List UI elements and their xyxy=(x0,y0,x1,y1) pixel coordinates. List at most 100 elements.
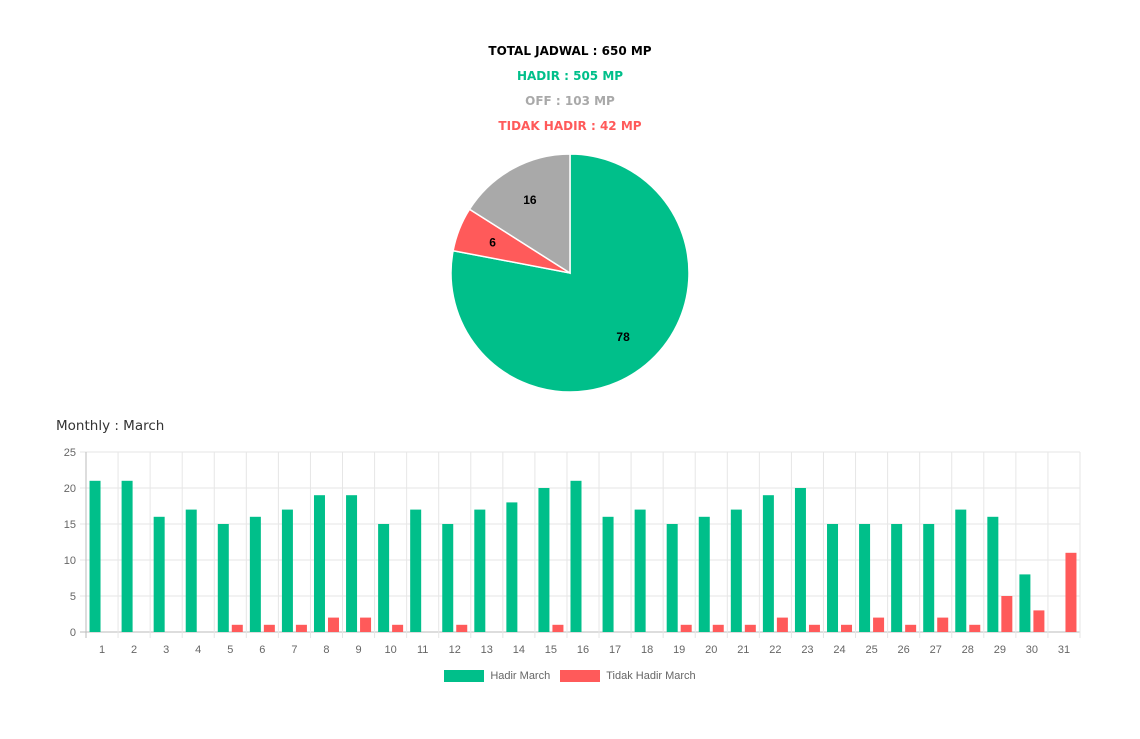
bar-tidak-hadir[interactable] xyxy=(231,624,243,632)
bar-hadir[interactable] xyxy=(281,509,293,632)
bar-hadir[interactable] xyxy=(987,516,999,632)
bar-tidak-hadir[interactable] xyxy=(808,624,820,632)
bar-hadir[interactable] xyxy=(442,524,454,632)
bar-tidak-hadir[interactable] xyxy=(327,617,339,632)
pie-slice-off[interactable] xyxy=(468,153,571,275)
bar-hadir[interactable] xyxy=(217,524,229,632)
bar-hadir[interactable] xyxy=(121,480,133,632)
summary-hadir: HADIR : 505 MP xyxy=(516,69,624,83)
bar-tidak-hadir[interactable] xyxy=(937,617,949,632)
bar-hadir[interactable] xyxy=(570,480,582,632)
bar-hadir[interactable] xyxy=(346,495,358,632)
bar-hadir[interactable] xyxy=(378,524,390,632)
bar-hadir[interactable] xyxy=(506,502,518,632)
bar-tidak-hadir[interactable] xyxy=(392,624,404,632)
legend-swatch-tidak-hadir xyxy=(560,670,601,682)
bar-tidak-hadir[interactable] xyxy=(873,617,885,632)
x-tick-label: 28 xyxy=(962,644,974,656)
y-tick-label: 10 xyxy=(64,555,76,567)
pie-label-hadir: 78 xyxy=(616,330,630,344)
bar-hadir[interactable] xyxy=(602,516,614,632)
bar-hadir[interactable] xyxy=(762,495,774,632)
bar-tidak-hadir[interactable] xyxy=(1033,610,1045,632)
bar-hadir[interactable] xyxy=(185,509,197,632)
bar-tidak-hadir[interactable] xyxy=(552,624,564,632)
x-tick-label: 6 xyxy=(259,644,265,656)
pie-label-off: 16 xyxy=(523,193,537,207)
bar-tidak-hadir[interactable] xyxy=(295,624,307,632)
x-tick-label: 9 xyxy=(355,644,361,656)
bar-hadir[interactable] xyxy=(730,509,742,632)
x-tick-label: 7 xyxy=(291,644,297,656)
pie-label-tidak-hadir: 6 xyxy=(489,235,496,249)
x-tick-label: 13 xyxy=(481,644,493,656)
bar-tidak-hadir[interactable] xyxy=(744,624,756,632)
legend-label-hadir: Hadir March xyxy=(490,670,551,682)
bar-tidak-hadir[interactable] xyxy=(969,624,981,632)
x-tick-label: 21 xyxy=(737,644,749,656)
bar-hadir[interactable] xyxy=(153,516,165,632)
legend-item-tidak-hadir[interactable]: Tidak Hadir March xyxy=(560,670,696,682)
legend-item-hadir[interactable]: Hadir March xyxy=(444,670,550,682)
bar-hadir[interactable] xyxy=(313,495,325,632)
x-tick-label: 20 xyxy=(705,644,717,656)
summary-total: TOTAL JADWAL : 650 MP xyxy=(488,44,652,58)
bar-hadir[interactable] xyxy=(538,488,550,632)
x-tick-label: 1 xyxy=(99,644,105,656)
x-tick-label: 14 xyxy=(513,644,525,656)
bar-hadir[interactable] xyxy=(474,509,486,632)
x-tick-label: 5 xyxy=(227,644,233,656)
bar-tidak-hadir[interactable] xyxy=(776,617,788,632)
bar-hadir[interactable] xyxy=(666,524,678,632)
x-tick-label: 8 xyxy=(323,644,329,656)
x-tick-label: 16 xyxy=(577,644,589,656)
bar-legend: Hadir March Tidak Hadir March xyxy=(0,670,1140,682)
x-tick-label: 19 xyxy=(673,644,685,656)
x-tick-label: 18 xyxy=(641,644,653,656)
bar-tidak-hadir[interactable] xyxy=(1001,596,1013,632)
bar-hadir[interactable] xyxy=(955,509,967,632)
bar-hadir[interactable] xyxy=(89,480,101,632)
bar-tidak-hadir[interactable] xyxy=(263,624,275,632)
bar-tidak-hadir[interactable] xyxy=(841,624,853,632)
x-tick-label: 24 xyxy=(833,644,845,656)
bar-hadir[interactable] xyxy=(891,524,903,632)
bar-tidak-hadir[interactable] xyxy=(712,624,724,632)
x-tick-label: 10 xyxy=(384,644,396,656)
bar-tidak-hadir[interactable] xyxy=(1065,552,1077,632)
bar-tidak-hadir[interactable] xyxy=(680,624,692,632)
bar-hadir[interactable] xyxy=(859,524,871,632)
bar-hadir[interactable] xyxy=(794,488,806,632)
x-tick-label: 26 xyxy=(898,644,910,656)
bar-hadir[interactable] xyxy=(249,516,261,632)
summary-off: OFF : 103 MP xyxy=(525,94,615,108)
y-tick-label: 0 xyxy=(70,627,76,639)
y-tick-label: 25 xyxy=(64,447,76,459)
legend-label-tidak-hadir: Tidak Hadir March xyxy=(606,670,696,682)
bar-hadir[interactable] xyxy=(827,524,839,632)
x-tick-label: 30 xyxy=(1026,644,1038,656)
x-tick-label: 12 xyxy=(449,644,461,656)
x-tick-label: 25 xyxy=(865,644,877,656)
legend-swatch-hadir xyxy=(444,670,485,682)
bar-tidak-hadir[interactable] xyxy=(456,624,468,632)
bar-hadir[interactable] xyxy=(698,516,710,632)
x-tick-label: 2 xyxy=(131,644,137,656)
y-tick-label: 20 xyxy=(64,483,76,495)
x-tick-label: 4 xyxy=(195,644,201,656)
x-tick-label: 31 xyxy=(1058,644,1070,656)
y-tick-label: 5 xyxy=(70,591,76,603)
x-tick-label: 3 xyxy=(163,644,169,656)
bar-hadir[interactable] xyxy=(634,509,646,632)
bar-hadir[interactable] xyxy=(1019,574,1031,632)
bar-hadir[interactable] xyxy=(923,524,935,632)
x-tick-label: 11 xyxy=(417,644,428,656)
x-tick-label: 23 xyxy=(801,644,813,656)
bar-chart-title: Monthly : March xyxy=(56,418,165,434)
bar-tidak-hadir[interactable] xyxy=(905,624,917,632)
pie-chart: 78 6 16 xyxy=(450,153,690,393)
bar-hadir[interactable] xyxy=(410,509,422,632)
x-tick-label: 29 xyxy=(994,644,1006,656)
bar-tidak-hadir[interactable] xyxy=(360,617,372,632)
